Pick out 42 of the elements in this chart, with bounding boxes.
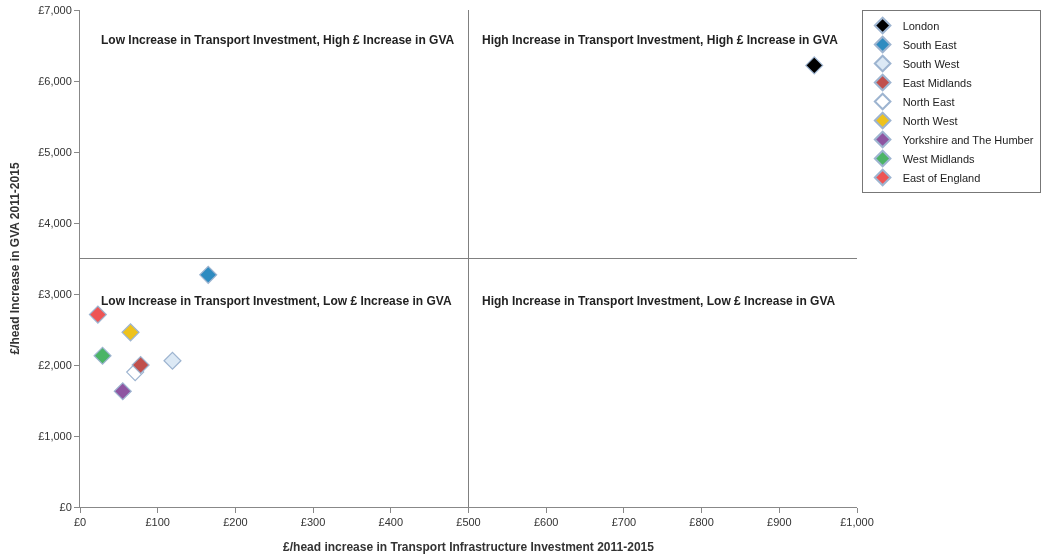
x-tick-label: £0	[73, 516, 87, 529]
y-tick-label: £1,000	[38, 429, 72, 442]
y-tick-label: £3,000	[38, 287, 72, 300]
point	[131, 355, 150, 375]
x-tick-label: £600	[533, 516, 559, 529]
y-tick-label: £2,000	[38, 358, 72, 371]
point	[88, 305, 107, 324]
annotation: Low Increase in Transport Investment, High £ Increase in GVA	[101, 33, 455, 47]
legend-label: London	[902, 19, 940, 32]
legend-label: East of England	[902, 171, 981, 184]
x-tick-label: £200	[223, 516, 248, 529]
legend-label: Yorkshire and The Humber	[902, 133, 1034, 146]
point	[93, 346, 112, 365]
point	[199, 265, 218, 284]
x-tick-label: £900	[767, 516, 792, 529]
annotation: High Increase in Transport Investment, High £ Increase in GVA	[482, 33, 839, 47]
y-tick-label: £6,000	[38, 74, 72, 87]
y-tick-label: £0	[59, 500, 72, 513]
x-tick-label: £500	[456, 516, 481, 529]
x-tick-label: £700	[611, 516, 637, 529]
x-tick-label: £400	[378, 516, 404, 529]
y-tick-label: £5,000	[38, 145, 72, 158]
y-axis-title: £/head Increase in GVA 2011-2015	[8, 162, 23, 355]
legend-label: North West	[902, 114, 958, 127]
annotation: High Increase in Transport Investment, Low £ Increase in GVA	[482, 294, 836, 308]
x-tick-label: £300	[300, 516, 326, 529]
point	[121, 323, 140, 342]
point	[163, 351, 182, 370]
x-tick-label: £1,000	[840, 516, 874, 529]
legend-label: East Midlands	[902, 76, 973, 89]
point	[113, 382, 132, 401]
x-tick-label: £100	[145, 516, 170, 529]
legend-label: North East	[902, 95, 955, 108]
legend-label: West Midlands	[902, 152, 976, 165]
y-tick-label: £7,000	[38, 3, 72, 16]
annotation: Low Increase in Transport Investment, Low £ Increase in GVA	[101, 294, 452, 308]
x-tick-label: £800	[689, 516, 714, 529]
legend-label: South East	[902, 38, 957, 51]
point	[805, 56, 824, 75]
y-tick-label: £4,000	[38, 216, 72, 229]
x-axis-title: £/head increase in Transport Infrastructure Investment 2011-2015	[283, 540, 655, 555]
legend-label: South West	[902, 57, 960, 70]
